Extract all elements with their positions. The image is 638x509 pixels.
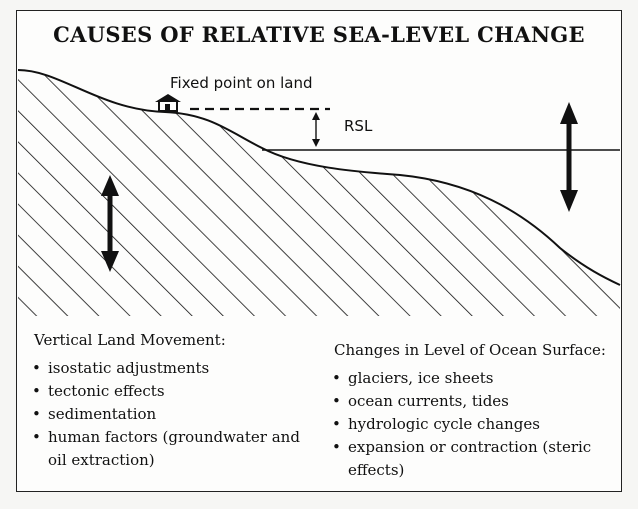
land-movement-arrow-icon: [101, 175, 119, 272]
bullet-icon: •: [32, 382, 41, 400]
list-item: • human factors (groundwater and oil extra…: [32, 428, 300, 469]
fixed-point-label: Fixed point on land: [170, 74, 313, 92]
bullet-icon: •: [332, 369, 341, 387]
diagram-title: CAUSES OF RELATIVE SEA-LEVEL CHANGE: [53, 22, 585, 47]
bullet-icon: •: [32, 359, 41, 377]
list-item: • isostatic adjustments: [30, 357, 300, 380]
rsl-label: RSL: [344, 117, 373, 135]
list-item: • expansion or contraction (steric effects…: [332, 438, 592, 479]
vertical-land-movement-heading: Vertical Land Movement:: [34, 331, 226, 349]
land-surface-line: [17, 69, 621, 286]
bullet-icon: •: [332, 415, 341, 433]
bullet-icon: •: [32, 405, 41, 423]
list-item: • tectonic effects: [30, 380, 300, 403]
bullet-icon: •: [32, 428, 41, 446]
ocean-level-arrow-icon: [560, 102, 578, 212]
ocean-surface-heading: Changes in Level of Ocean Surface:: [334, 341, 606, 359]
bullet-icon: •: [332, 438, 341, 456]
house-icon: [155, 94, 181, 112]
list-item: • sedimentation: [30, 403, 300, 426]
list-item: • glaciers, ice sheets: [330, 367, 591, 390]
vertical-land-movement-list: • isostatic adjustments • tectonic effects…: [30, 357, 300, 472]
list-item: • hydrologic cycle changes: [330, 413, 591, 436]
rsl-arrow-icon: [312, 112, 320, 147]
ocean-surface-list: • glaciers, ice sheets • ocean currents, t…: [330, 367, 591, 482]
bullet-icon: •: [332, 392, 341, 410]
list-item: • ocean currents, tides: [330, 390, 591, 413]
